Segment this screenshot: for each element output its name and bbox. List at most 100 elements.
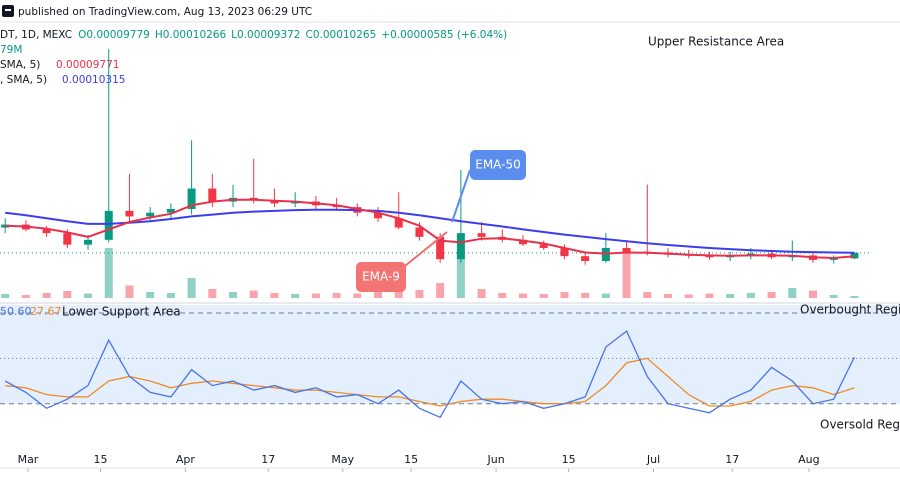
volume-bar (705, 293, 714, 298)
volume-bar (601, 293, 610, 298)
oversold-label: Oversold Region (820, 418, 900, 432)
rsi-ma-value: 27.67 (30, 305, 62, 318)
published-note: published on TradingView.com, Aug 13, 20… (18, 6, 312, 18)
rsi-ma-line (5, 357, 855, 407)
volume-bar (767, 292, 776, 298)
candle-body (477, 233, 486, 237)
volume-bar (456, 258, 465, 298)
volume-bar (788, 288, 797, 298)
candle-body (42, 229, 51, 234)
x-tick-label: May (331, 453, 354, 466)
ma1-value: 0.00009771 (56, 59, 119, 71)
ma1-name: SMA, 5) (0, 59, 40, 71)
ma2-name: , SMA, 5) (0, 74, 47, 86)
volume-bar (208, 289, 217, 298)
ma2-value: 0.00010315 (62, 74, 125, 86)
x-tick-label: 17 (725, 453, 739, 466)
volume-bar (84, 293, 93, 298)
candle-body (829, 258, 838, 260)
volume-bar (229, 292, 238, 298)
volume-bar (829, 295, 838, 298)
volume-bar (187, 278, 196, 298)
volume-bar (353, 293, 362, 298)
candle-body (1, 224, 10, 228)
ohlc-row: DT, 1D, MEXC O0.00009779 H0.00010266 L0.000… (0, 29, 507, 41)
x-tick-label: 17 (261, 453, 275, 466)
volume-bar (166, 293, 175, 298)
symbol: DT, 1D, MEXC (0, 29, 72, 41)
ema9-label: EMA-9 (362, 270, 400, 284)
candle-body (850, 252, 859, 259)
volume-bar (1, 294, 10, 298)
candle-body (208, 188, 217, 202)
candle-body (146, 212, 155, 217)
volume-label: 79M (0, 44, 22, 56)
volume-bar (664, 294, 673, 298)
volume-bar (270, 293, 279, 298)
volume-bar (125, 285, 134, 298)
candle-body (63, 233, 72, 245)
ohlc-value: +0.00000585 (+6.04%) (381, 29, 507, 41)
candle-body (394, 218, 403, 228)
volume-bar (746, 293, 755, 298)
volume-bar (291, 294, 300, 298)
x-tick-label: Apr (176, 453, 196, 466)
rsi-band (0, 305, 900, 404)
x-tick-label: 15 (562, 453, 576, 466)
overbought-label: Overbought Region (800, 303, 900, 317)
volume-bar (643, 292, 652, 298)
volume-bar (374, 292, 383, 298)
ohlc-value: L0.00009372 (231, 29, 300, 41)
volume-bar (477, 289, 486, 298)
candle-body (581, 256, 590, 261)
tv-logo (2, 5, 14, 17)
candle-body (539, 244, 548, 248)
x-tick-label: Mar (18, 453, 39, 466)
candle-body (519, 239, 528, 245)
volume-bar (726, 294, 735, 298)
volume-bar (436, 283, 445, 298)
rsi-line (4, 330, 855, 419)
volume-bar (684, 294, 693, 298)
candle-body (84, 239, 93, 245)
ema50-label: EMA-50 (475, 158, 520, 172)
volume-bar (581, 293, 590, 298)
volume-bar (498, 293, 507, 298)
volume-bar (249, 290, 258, 298)
upper-resistance-label: Upper Resistance Area (648, 35, 784, 49)
x-tick-label: 15 (93, 453, 107, 466)
volume-bar (394, 291, 403, 298)
lower-support-label: Lower Support Area (62, 305, 181, 319)
x-tick-label: Aug (798, 453, 819, 466)
candle-body (415, 227, 424, 237)
candle-body (560, 248, 569, 257)
candle-body (270, 200, 279, 204)
candle-body (456, 233, 465, 260)
ohlc-value: H0.00010266 (155, 29, 227, 41)
candle-body (622, 248, 631, 252)
volume-bar (104, 248, 113, 298)
volume-bar (622, 248, 631, 298)
candle-body (187, 188, 196, 209)
volume-bar (809, 290, 818, 298)
ohlc-value: O0.00009779 (78, 29, 150, 41)
candle-body (436, 236, 445, 260)
candle-body (166, 209, 175, 213)
volume-bar (311, 293, 320, 298)
volume-bar (146, 292, 155, 298)
x-tick-label: Jul (646, 453, 660, 466)
volume-bar (850, 296, 859, 298)
x-tick-label: 15 (404, 453, 418, 466)
volume-bar (560, 292, 569, 298)
ema9-line (5, 198, 855, 260)
candle-body (104, 210, 113, 240)
ema9-callout: EMA-9 (356, 231, 448, 292)
volume-bar (519, 293, 528, 298)
volume-bar (63, 291, 72, 298)
rsi-background (0, 305, 900, 405)
rsi-value: 50.60 (0, 305, 32, 318)
ema50-line (5, 208, 855, 254)
candle-body (374, 212, 383, 219)
volume-bar (42, 293, 51, 298)
